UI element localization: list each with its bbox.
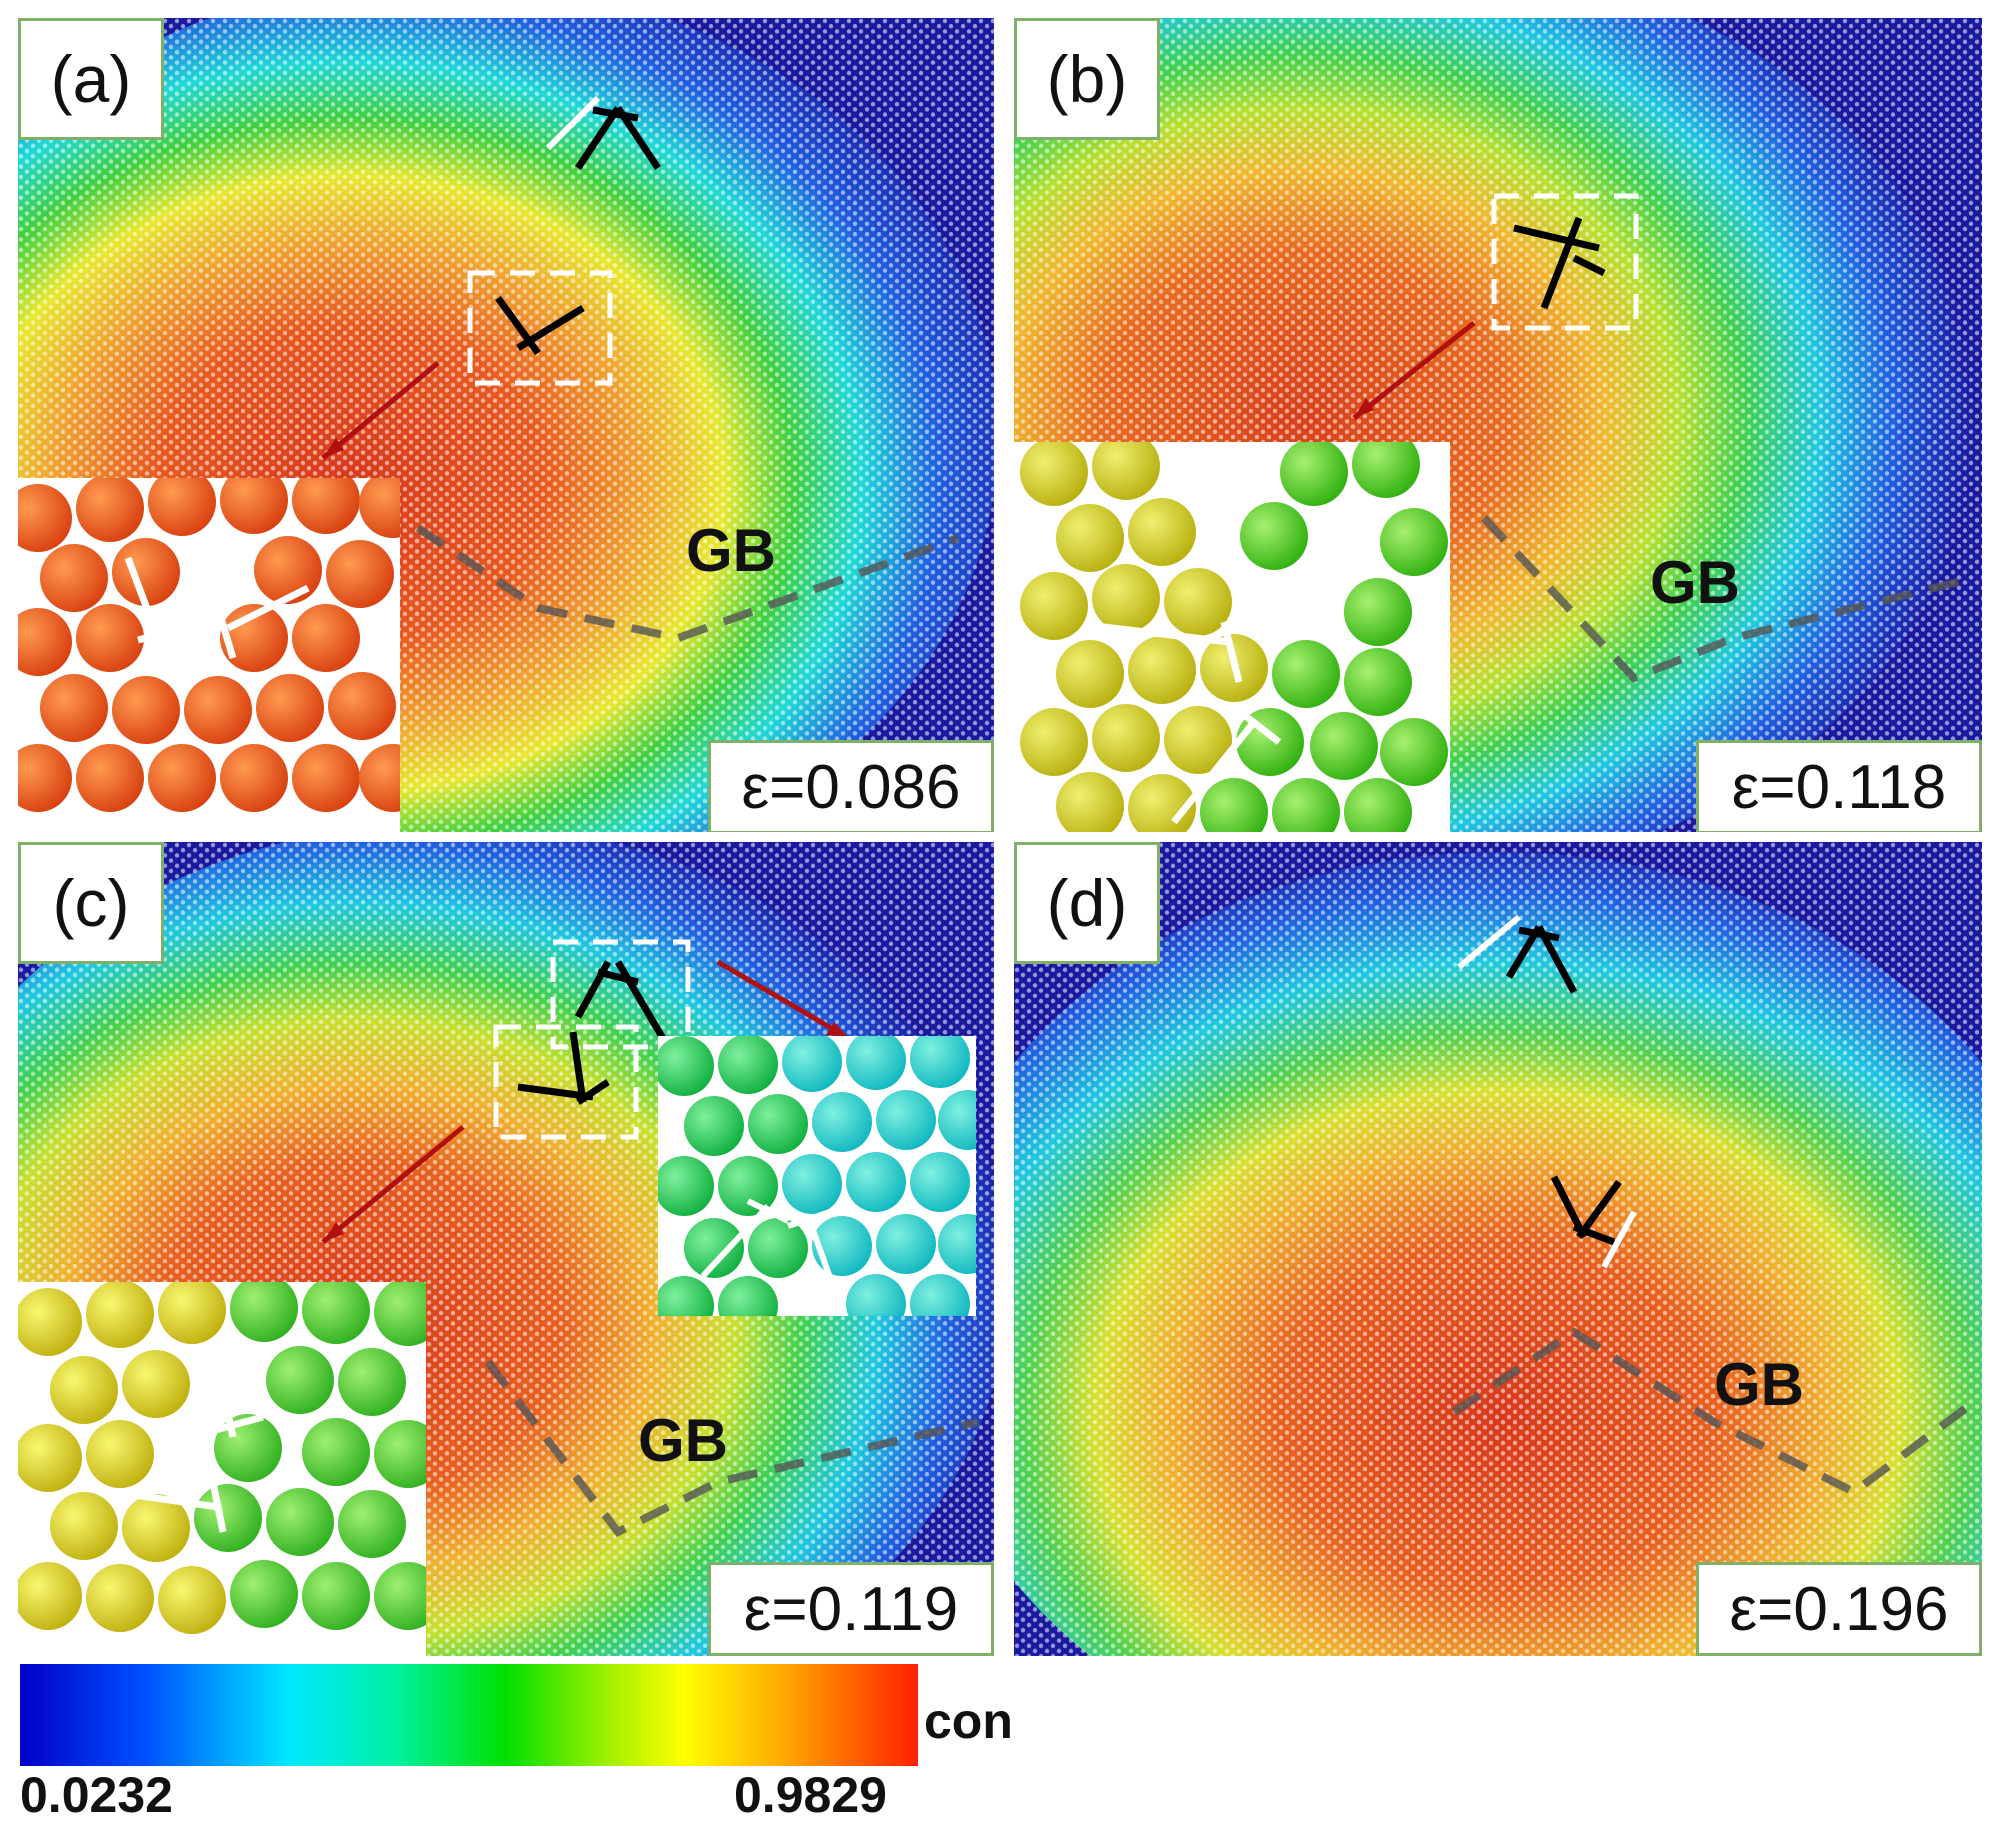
colorbar xyxy=(20,1664,918,1766)
colorbar-title: con xyxy=(924,1693,1013,1749)
dislocation-symbol-a2 xyxy=(495,295,585,356)
inset-atoms-c-left xyxy=(18,1282,426,1634)
inset-zoom-c-left xyxy=(18,1282,426,1656)
inset-atoms-a xyxy=(18,478,400,812)
dislocation-symbol-c1 xyxy=(574,960,672,1049)
colorbar-max-label: 0.9829 xyxy=(734,1767,887,1823)
dislocation-symbol-b xyxy=(1513,216,1606,310)
concentration-field-d xyxy=(1014,842,1982,1656)
inset-atoms-c-right xyxy=(658,1036,976,1316)
panel-b: (b) GB xyxy=(1014,18,1982,832)
panel-label-c: (c) xyxy=(18,842,164,964)
gb-label-b: GB xyxy=(1650,549,1740,616)
strain-label-b: ε=0.118 xyxy=(1696,740,1982,832)
dislocation-symbol-c2 xyxy=(517,1031,610,1105)
dislocation-symbol-a1 xyxy=(575,106,661,170)
panel-label-d: (d) xyxy=(1014,842,1160,964)
strain-label-d: ε=0.196 xyxy=(1696,1562,1982,1656)
colorbar-min-label: 0.0232 xyxy=(20,1767,173,1823)
dislocation-symbol-d1 xyxy=(1505,925,1578,994)
strain-label-a: ε=0.086 xyxy=(708,740,994,832)
panel-c: (c) GB xyxy=(18,842,994,1656)
gb-label-d: GB xyxy=(1714,1351,1804,1418)
panel-label-a: (a) xyxy=(18,18,164,140)
inset-zoom-b xyxy=(1014,442,1450,832)
panel-label-b: (b) xyxy=(1014,18,1160,140)
dislocation-symbol-d2 xyxy=(1550,1175,1622,1246)
gb-label-a: GB xyxy=(686,517,776,584)
inset-zoom-c-right xyxy=(658,1036,976,1316)
gb-label-c: GB xyxy=(638,1407,728,1474)
panel-a: (a) GB ε=0.086 xyxy=(18,18,994,832)
panel-d: (d) GB ε=0.196 xyxy=(1014,842,1982,1656)
strain-label-c: ε=0.119 xyxy=(708,1562,994,1656)
inset-zoom-a xyxy=(18,478,400,832)
inset-atoms-b xyxy=(1020,442,1448,832)
